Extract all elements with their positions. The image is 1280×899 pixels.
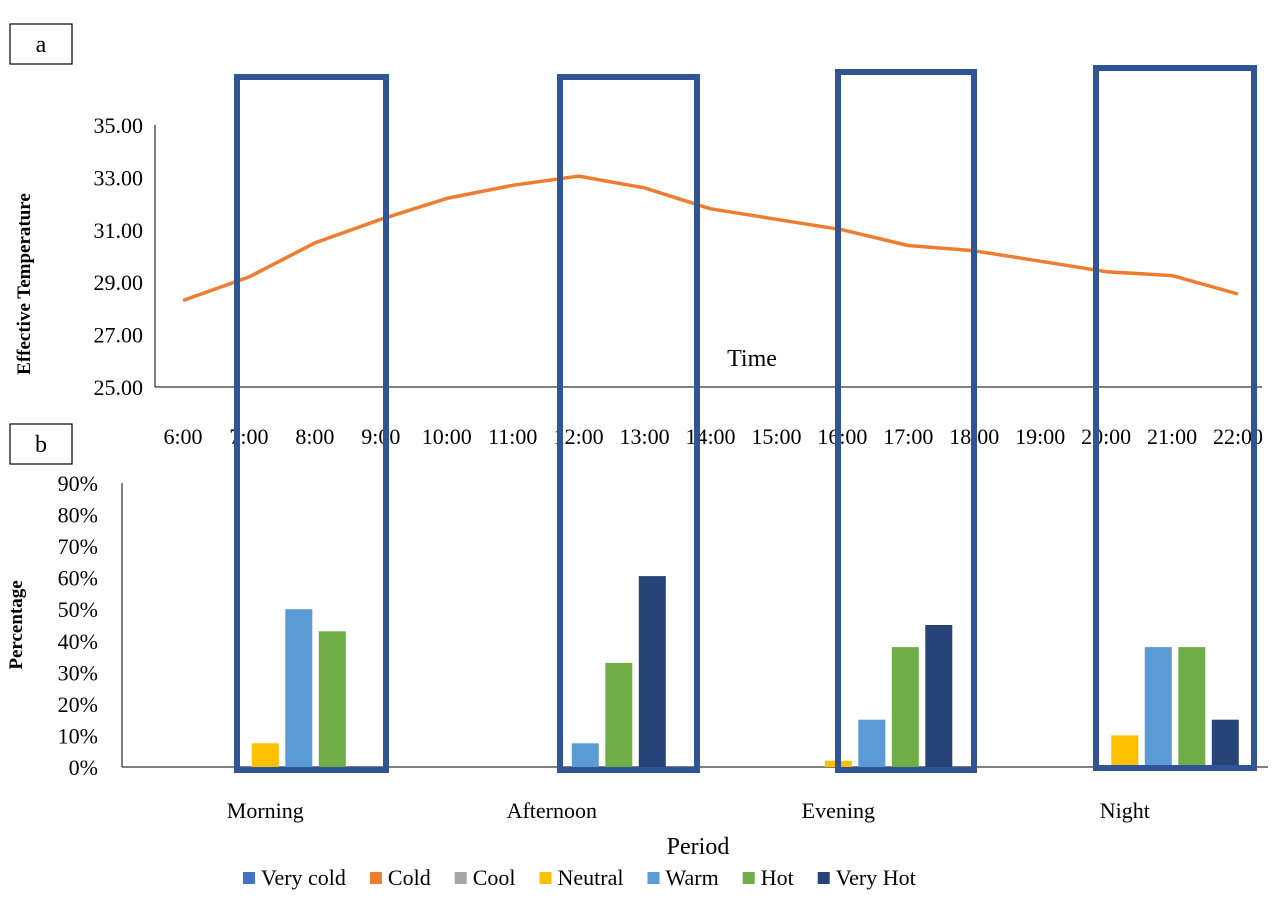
bar-afternoon-warm bbox=[571, 743, 599, 767]
highlight-box-night bbox=[1093, 65, 1257, 771]
chart-b-x-axis-title: Period bbox=[667, 834, 730, 860]
legend-label: Very cold bbox=[261, 865, 346, 890]
legend-label: Warm bbox=[665, 865, 718, 890]
highlight-box-morning bbox=[234, 74, 389, 773]
chart-b-y-tick-label: 70% bbox=[58, 534, 98, 559]
chart-a-x-tick-label: 11:00 bbox=[488, 424, 537, 449]
chart-a-x-tick-label: 20:00 bbox=[1081, 424, 1131, 449]
chart-a-x-tick-label: 10:00 bbox=[422, 424, 472, 449]
legend-swatch-hot bbox=[742, 872, 755, 884]
panel-a-label: a bbox=[9, 23, 73, 65]
chart-b-y-tick-label: 0% bbox=[69, 755, 98, 780]
bar-night-warm bbox=[1144, 647, 1172, 767]
bar-evening-very-hot bbox=[925, 625, 953, 767]
chart-a-x-tick-label: 6:00 bbox=[163, 424, 202, 449]
bar-evening-hot bbox=[891, 647, 919, 767]
chart-a-x-tick-label: 14:00 bbox=[685, 424, 735, 449]
legend-label: Neutral bbox=[558, 865, 624, 890]
legend-swatch-neutral bbox=[539, 872, 552, 884]
chart-a-y-tick-label: 31.00 bbox=[94, 218, 144, 243]
chart-b-y-axis-title: Percentage bbox=[6, 580, 27, 669]
bar-morning-neutral bbox=[251, 743, 279, 767]
bar-evening-warm bbox=[858, 719, 886, 767]
chart-b-y-tick-label: 30% bbox=[58, 660, 98, 685]
legend-label: Very Hot bbox=[836, 865, 916, 890]
panel-a-label-text: a bbox=[36, 32, 47, 58]
chart-a-x-tick-label: 17:00 bbox=[883, 424, 933, 449]
panel-b-label: b bbox=[9, 423, 73, 465]
chart-b-y-tick-label: 50% bbox=[58, 597, 98, 622]
chart-b-sensation: 0% 10% 20% 30% 40% 50% 60% 70% 80% 90% Morning Aft… bbox=[6, 471, 1268, 860]
chart-a-y-axis-title: Effective Temperature bbox=[14, 193, 35, 375]
bar-afternoon-hot bbox=[605, 662, 633, 767]
legend-label: Hot bbox=[761, 865, 794, 890]
chart-b-y-tick-label: 80% bbox=[58, 503, 98, 528]
chart-a-y-tick-label: 25.00 bbox=[94, 375, 144, 400]
chart-a-series-line bbox=[182, 174, 1239, 303]
bar-night-hot bbox=[1178, 647, 1206, 767]
bar-night-very-hot bbox=[1211, 719, 1239, 767]
legend-swatch-very-cold bbox=[243, 872, 255, 884]
chart-a-y-tick-label: 27.00 bbox=[94, 323, 144, 348]
chart-b-y-tick-label: 90% bbox=[58, 471, 98, 496]
chart-a-y-tick-label: 33.00 bbox=[94, 165, 144, 190]
chart-b-y-tick-label: 10% bbox=[58, 723, 98, 748]
chart-a-x-tick-label: 21:00 bbox=[1147, 424, 1197, 449]
bar-morning-hot bbox=[318, 631, 346, 767]
chart-b-x-tick-label: Evening bbox=[802, 798, 875, 823]
bar-night-neutral bbox=[1111, 735, 1139, 767]
bar-morning-warm bbox=[285, 609, 313, 767]
chart-b-y-tick-label: 40% bbox=[58, 629, 98, 654]
highlight-box-afternoon bbox=[557, 74, 700, 773]
chart-b-x-tick-label: Morning bbox=[227, 798, 304, 823]
legend-label: Cool bbox=[473, 865, 516, 890]
chart-b-y-tick-label: 20% bbox=[58, 692, 98, 717]
legend-label: Cold bbox=[388, 865, 431, 890]
chart-b-x-tick-label: Afternoon bbox=[507, 798, 597, 823]
legend-swatch-very-hot bbox=[817, 872, 830, 884]
chart-b-legend: Very cold Cold Cool Neutral Warm Hot Very Hot bbox=[243, 865, 916, 890]
chart-a-x-tick-label: 15:00 bbox=[751, 424, 801, 449]
chart-b-y-tick-label: 60% bbox=[58, 566, 98, 591]
chart-b-x-tick-label: Night bbox=[1100, 798, 1150, 823]
period-highlight-boxes bbox=[234, 65, 1257, 773]
chart-a-x-tick-label: 9:00 bbox=[361, 424, 400, 449]
chart-a-x-tick-label: 19:00 bbox=[1015, 424, 1065, 449]
legend-swatch-cold bbox=[369, 872, 382, 884]
chart-a-y-tick-label: 29.00 bbox=[94, 270, 144, 295]
panel-b-label-text: b bbox=[35, 432, 47, 458]
bar-afternoon-very-hot bbox=[638, 576, 666, 767]
highlight-box-evening bbox=[835, 69, 977, 773]
chart-a-y-tick-label: 35.00 bbox=[94, 113, 144, 138]
chart-a-x-tick-label: 13:00 bbox=[620, 424, 670, 449]
chart-a-x-tick-label: 8:00 bbox=[295, 424, 334, 449]
legend-swatch-cool bbox=[454, 872, 467, 884]
chart-a-x-axis-title: Time bbox=[727, 346, 777, 372]
chart-a-x-tick-label: 16:00 bbox=[817, 424, 867, 449]
legend-swatch-warm bbox=[647, 872, 660, 884]
